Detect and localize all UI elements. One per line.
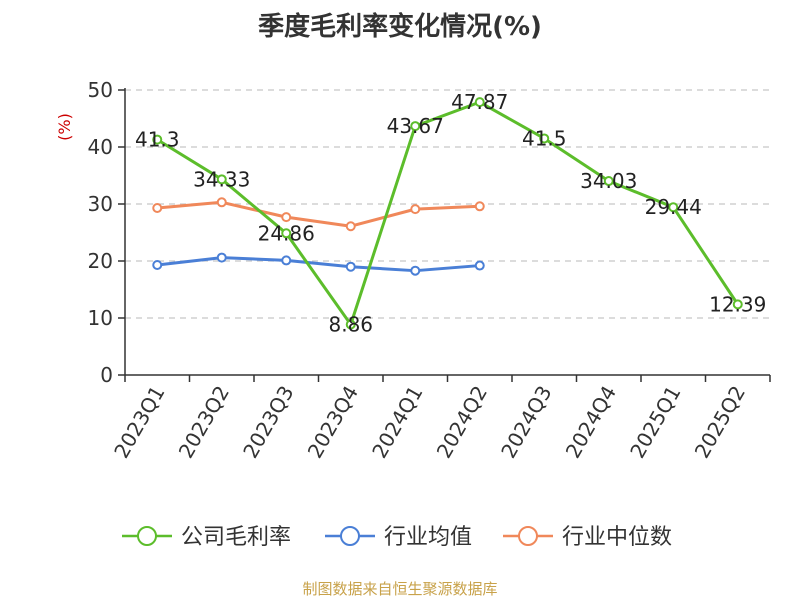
data-label: 8.86 (328, 312, 373, 336)
x-tick-label: 2024Q3 (496, 382, 556, 463)
data-point (152, 134, 163, 145)
legend-marker (340, 526, 360, 546)
data-point (216, 197, 227, 208)
data-point (345, 221, 356, 232)
data-point (474, 201, 485, 212)
data-label: 24.86 (258, 221, 315, 245)
data-point (345, 319, 356, 330)
x-tick-label: 2025Q2 (690, 382, 750, 463)
data-point (668, 202, 679, 213)
data-point (281, 255, 292, 266)
data-point (216, 252, 227, 263)
legend-marker (518, 526, 538, 546)
x-tick-label: 2024Q2 (432, 382, 492, 463)
y-tick-label: 10 (88, 306, 113, 330)
y-axis-unit-label: (%) (55, 113, 74, 141)
data-point (474, 97, 485, 108)
y-tick-label: 40 (88, 135, 113, 159)
data-point (603, 176, 614, 187)
chart-title: 季度毛利率变化情况(%) (258, 12, 542, 42)
x-tick-label: 2023Q4 (303, 382, 363, 463)
data-label: 43.67 (387, 114, 444, 138)
data-label: 47.87 (451, 90, 508, 114)
series-line (157, 256, 480, 273)
data-point (216, 174, 227, 185)
data-label: 12.39 (709, 292, 766, 316)
data-point (345, 261, 356, 272)
data-point (410, 204, 421, 215)
data-point (474, 260, 485, 271)
legend-label: 公司毛利率 (181, 525, 291, 550)
x-tick-label: 2025Q1 (625, 382, 685, 463)
legend-marker (137, 526, 157, 546)
data-label: 29.44 (645, 195, 702, 219)
data-point (732, 299, 743, 310)
data-point (152, 202, 163, 213)
series-line (156, 100, 739, 326)
data-point (410, 121, 421, 132)
data-point (539, 133, 550, 144)
x-tick-label: 2024Q1 (367, 382, 427, 463)
data-source-note: 制图数据来自恒生聚源数据库 (302, 580, 498, 598)
legend-label: 行业中位数 (562, 525, 672, 550)
data-point (281, 228, 292, 239)
x-tick-label: 2023Q3 (238, 382, 298, 463)
data-label: 41.5 (522, 126, 567, 150)
legend-label: 行业均值 (384, 525, 472, 550)
data-label: 41.3 (135, 128, 180, 152)
data-point (152, 259, 163, 270)
y-tick-label: 30 (88, 192, 113, 216)
y-tick-label: 50 (88, 78, 113, 102)
y-tick-label: 0 (100, 363, 113, 387)
x-tick-label: 2023Q1 (109, 382, 169, 463)
x-tick-label: 2023Q2 (174, 382, 234, 463)
y-tick-label: 20 (88, 249, 113, 273)
data-point (281, 212, 292, 223)
data-point (410, 265, 421, 276)
data-label: 34.03 (580, 169, 637, 193)
series-line (157, 200, 480, 228)
data-label: 34.33 (193, 167, 250, 191)
x-tick-label: 2024Q4 (561, 382, 621, 463)
